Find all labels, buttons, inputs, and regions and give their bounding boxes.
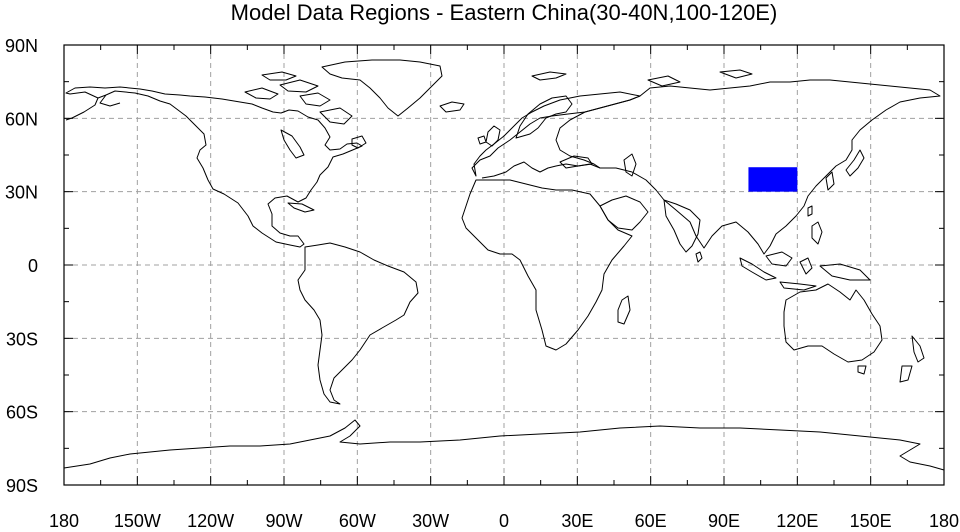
- lon-tick-label: 120W: [187, 511, 234, 531]
- lon-tick-label: 30E: [561, 511, 593, 531]
- lon-tick-label: 30W: [412, 511, 449, 531]
- coast-cuba: [287, 202, 315, 213]
- lon-tick-label: 90E: [708, 511, 740, 531]
- coast-philippines: [811, 221, 823, 245]
- region-layer: [748, 167, 798, 192]
- coast-south-america: [297, 242, 419, 405]
- coast-new-zealand: [899, 335, 925, 383]
- axis-ticks: [63, 44, 945, 486]
- lat-tick-label: 30N: [5, 183, 38, 203]
- coastlines: [63, 59, 945, 485]
- coast-australia: [783, 283, 883, 363]
- eastern-china-region: [748, 167, 798, 192]
- lon-tick-label: 150E: [850, 511, 892, 531]
- lon-tick-label: 180: [929, 511, 959, 531]
- lat-tick-label: 0: [28, 256, 38, 276]
- coast-antarctica: [63, 419, 945, 485]
- coast-arctic-islands: [244, 71, 353, 125]
- coast-tasmania: [857, 365, 867, 375]
- graticule: [64, 45, 944, 485]
- coast-africa: [461, 179, 633, 351]
- coast-indonesia: [739, 251, 871, 291]
- coast-sri-lanka: [695, 251, 703, 263]
- coast-madagascar: [617, 295, 631, 325]
- lat-tick-label: 90N: [5, 36, 38, 56]
- lon-tick-label: 180: [49, 511, 79, 531]
- lon-tick-label: 150W: [114, 511, 161, 531]
- coast-korea: [825, 171, 835, 191]
- coast-taiwan: [807, 205, 813, 217]
- coast-siberian-islands: [531, 69, 753, 87]
- lon-tick-label: 60W: [339, 511, 376, 531]
- map-border: [63, 44, 945, 486]
- lon-tick-label: 0: [499, 511, 509, 531]
- latitude-labels: 90N 60N 30N 0 30S 60S 90S: [5, 36, 38, 496]
- coast-scandinavia: [515, 95, 573, 139]
- coast-hudson-bay: [280, 129, 305, 159]
- coast-asia: [555, 79, 941, 255]
- coast-india: [663, 199, 701, 253]
- coast-britain: [477, 125, 501, 147]
- lon-tick-label: 120E: [776, 511, 818, 531]
- coast-japan: [845, 149, 865, 177]
- lat-tick-label: 30S: [6, 329, 38, 349]
- lat-tick-label: 90S: [6, 476, 38, 496]
- lon-tick-label: 60E: [635, 511, 667, 531]
- coast-iceland: [439, 101, 465, 113]
- map-title: Model Data Regions - Eastern China(30-40…: [231, 0, 778, 25]
- lat-tick-label: 60N: [5, 109, 38, 129]
- lat-tick-label: 60S: [6, 403, 38, 423]
- coast-greenland: [321, 59, 443, 117]
- lon-tick-label: 90W: [265, 511, 302, 531]
- coast-newfoundland: [351, 135, 367, 149]
- coast-arabia: [599, 195, 649, 231]
- coast-north-america: [65, 86, 363, 248]
- longitude-labels: 180 150W 120W 90W 60W 30W 0 30E 60E 90E 120E 150E 18…: [49, 511, 959, 531]
- coast-black-caspian: [559, 153, 637, 177]
